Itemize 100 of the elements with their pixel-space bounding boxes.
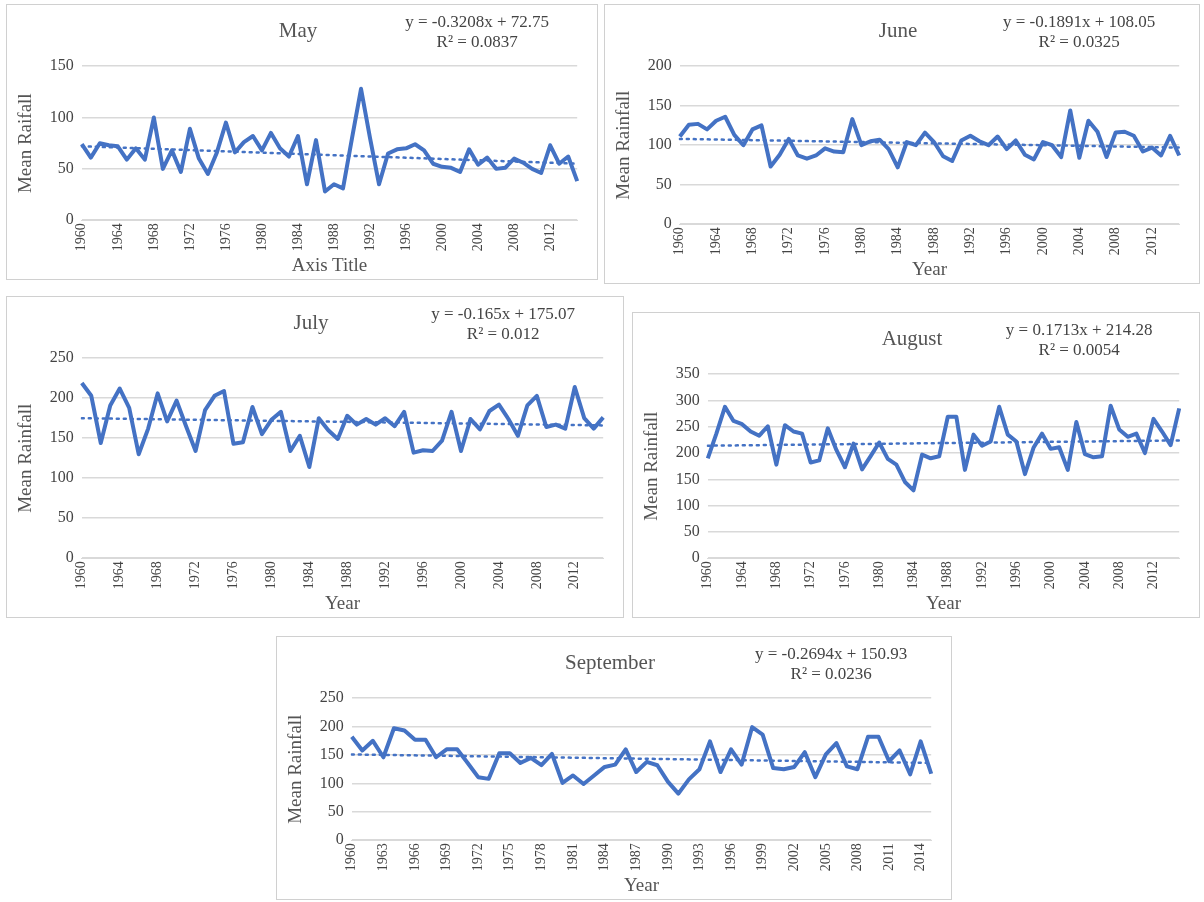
x-tick-label: 1980 xyxy=(870,561,886,590)
y-tick-label: 100 xyxy=(647,135,672,153)
x-tick-label: 1980 xyxy=(263,561,279,590)
x-tick-label: 1990 xyxy=(659,843,675,872)
y-tick-label: 350 xyxy=(675,364,700,382)
x-tick-label: 1984 xyxy=(596,843,612,872)
x-tick-label: 1963 xyxy=(375,843,391,872)
y-tick-label: 100 xyxy=(49,468,74,486)
x-tick-label: 2012 xyxy=(566,561,582,590)
x-tick-label: 1978 xyxy=(533,843,549,872)
chart-title: June xyxy=(878,18,918,43)
x-tick-label: 1972 xyxy=(187,561,203,590)
x-tick-label: 2008 xyxy=(528,561,544,590)
x-tick-label: 1988 xyxy=(939,561,955,590)
text: y = 0.1713x + 214.28 xyxy=(1005,320,1153,339)
x-tick-label: 1975 xyxy=(501,843,517,872)
x-axis-title: Axis Title xyxy=(291,253,368,275)
y-tick-label: 150 xyxy=(675,469,700,487)
x-tick-label: 1980 xyxy=(853,227,869,256)
x-tick-label: 1992 xyxy=(361,223,377,252)
text: R² = 0.0236 xyxy=(790,664,872,683)
y-tick-label: 250 xyxy=(675,416,700,434)
y-tick-label: 150 xyxy=(49,56,74,74)
x-tick-label: 1968 xyxy=(145,223,161,252)
text: y = -0.1891x + 108.05 xyxy=(1003,12,1156,31)
x-tick-label: 1972 xyxy=(181,223,197,252)
x-tick-label: 1969 xyxy=(438,843,454,872)
x-tick-label: 1999 xyxy=(754,843,770,872)
x-tick-label: 2008 xyxy=(849,843,865,872)
text: R² = 0.012 xyxy=(466,324,540,343)
x-tick-label: 1964 xyxy=(733,561,749,590)
x-tick-label: 1996 xyxy=(397,223,413,252)
y-axis-title: Mean Rainfall xyxy=(14,403,36,513)
x-tick-label: 1960 xyxy=(73,561,89,590)
x-tick-label: 2004 xyxy=(1070,227,1086,256)
y-tick-label: 50 xyxy=(327,802,344,819)
x-tick-label: 1966 xyxy=(406,843,422,872)
x-tick-label: 1976 xyxy=(836,561,852,590)
x-tick-label: 1964 xyxy=(109,223,125,252)
y-tick-label: 0 xyxy=(65,210,74,228)
x-tick-label: 2004 xyxy=(1076,561,1092,590)
x-tick-label: 1992 xyxy=(962,227,978,256)
x-tick-label: 1992 xyxy=(376,561,392,590)
y-axis-title: Mean Rainfall xyxy=(640,411,662,521)
x-tick-label: 2005 xyxy=(817,843,833,872)
x-tick-label: 2000 xyxy=(452,561,468,590)
y-axis-title: Mean Rainfall xyxy=(612,90,634,200)
y-tick-label: 100 xyxy=(675,495,700,513)
y-axis-title: Mean Raifall xyxy=(14,93,36,194)
x-tick-label: 1984 xyxy=(889,227,905,256)
y-tick-label: 150 xyxy=(319,745,344,763)
x-tick-label: 2008 xyxy=(1107,227,1123,256)
y-tick-label: 250 xyxy=(49,348,74,366)
x-tick-label: 1996 xyxy=(1008,561,1024,590)
text: y = -0.3208x + 72.75 xyxy=(405,12,550,31)
x-axis-title: Year xyxy=(623,873,660,895)
y-tick-label: 0 xyxy=(335,830,344,848)
chart-title: August xyxy=(881,326,943,351)
y-tick-label: 200 xyxy=(49,388,74,406)
x-tick-label: 2000 xyxy=(1042,561,1058,590)
x-tick-label: 1976 xyxy=(217,223,233,252)
y-tick-label: 250 xyxy=(319,688,344,706)
text: R² = 0.0054 xyxy=(1038,340,1121,359)
x-tick-label: 1972 xyxy=(780,227,796,256)
x-tick-label: 1976 xyxy=(816,227,832,256)
x-tick-label: 1981 xyxy=(564,843,580,872)
x-tick-label: 1960 xyxy=(699,561,715,590)
y-tick-label: 200 xyxy=(647,56,672,74)
y-tick-label: 100 xyxy=(49,107,74,125)
text: R² = 0.0837 xyxy=(436,32,519,51)
x-tick-label: 2004 xyxy=(469,223,485,252)
x-tick-label: 1984 xyxy=(300,561,316,590)
x-tick-label: 2004 xyxy=(490,561,506,590)
x-tick-label: 1988 xyxy=(925,227,941,256)
x-tick-label: 2008 xyxy=(505,223,521,252)
y-tick-label: 100 xyxy=(319,773,344,791)
x-tick-label: 2012 xyxy=(1143,227,1159,256)
x-tick-label: 1968 xyxy=(744,227,760,256)
x-tick-label: 1980 xyxy=(253,223,269,252)
x-tick-label: 1984 xyxy=(289,223,305,252)
x-tick-label: 1972 xyxy=(469,843,485,872)
x-tick-label: 1993 xyxy=(691,843,707,872)
text: y = -0.165x + 175.07 xyxy=(431,304,576,323)
y-tick-label: 50 xyxy=(57,159,74,177)
y-tick-label: 0 xyxy=(691,548,700,566)
y-tick-label: 50 xyxy=(655,174,672,192)
x-axis-title: Year xyxy=(324,591,361,613)
x-tick-label: 1972 xyxy=(802,561,818,590)
x-tick-label: 1996 xyxy=(998,227,1014,256)
text: y = -0.2694x + 150.93 xyxy=(755,644,908,663)
x-tick-label: 1996 xyxy=(722,843,738,872)
x-tick-label: 2000 xyxy=(433,223,449,252)
x-tick-label: 1960 xyxy=(73,223,89,252)
x-tick-label: 1964 xyxy=(111,561,127,590)
x-tick-label: 1992 xyxy=(973,561,989,590)
x-tick-label: 1968 xyxy=(149,561,165,590)
y-tick-label: 50 xyxy=(683,522,700,540)
y-axis-title: Mean Rainfall xyxy=(284,714,306,824)
x-axis-title: Year xyxy=(925,591,962,613)
x-tick-label: 2014 xyxy=(912,843,928,872)
